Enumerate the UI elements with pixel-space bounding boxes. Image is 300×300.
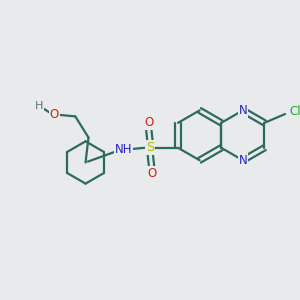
Text: NH: NH [115, 143, 133, 156]
Text: O: O [144, 116, 153, 129]
Text: N: N [238, 154, 247, 167]
Text: H: H [35, 101, 43, 111]
Text: O: O [147, 167, 156, 180]
Text: O: O [50, 108, 59, 122]
Text: N: N [238, 104, 247, 117]
Text: Cl: Cl [290, 105, 300, 118]
Text: S: S [146, 141, 154, 154]
